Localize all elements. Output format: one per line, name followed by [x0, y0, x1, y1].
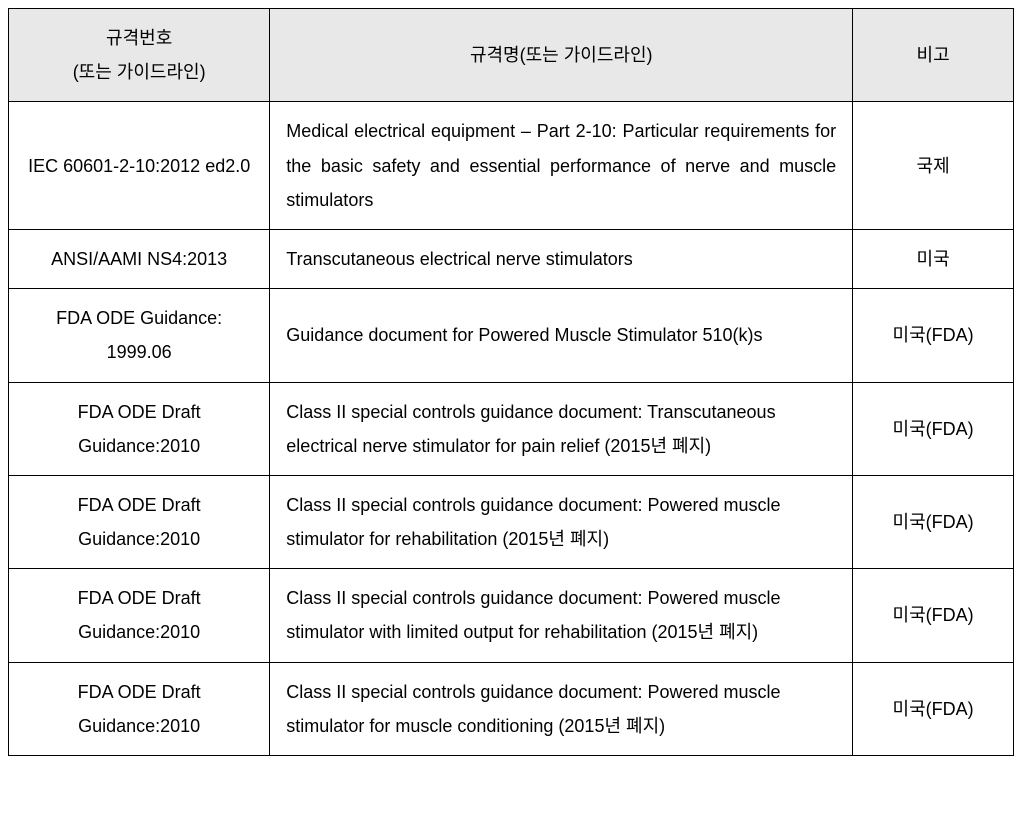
header-standard-title: 규격명(또는 가이드라인)	[270, 9, 853, 102]
table-row: FDA ODE Guidance: 1999.06Guidance docume…	[9, 289, 1014, 382]
cell-note: 미국	[853, 229, 1014, 288]
cell-standard-title: Class II special controls guidance docum…	[270, 382, 853, 475]
cell-note: 국제	[853, 102, 1014, 230]
header-standard-number: 규격번호 (또는 가이드라인)	[9, 9, 270, 102]
table-row: ANSI/AAMI NS4:2013Transcutaneous electri…	[9, 229, 1014, 288]
cell-note: 미국(FDA)	[853, 289, 1014, 382]
standards-table: 규격번호 (또는 가이드라인) 규격명(또는 가이드라인) 비고 IEC 606…	[8, 8, 1014, 756]
cell-note: 미국(FDA)	[853, 382, 1014, 475]
table-row: IEC 60601-2-10:2012 ed2.0Medical electri…	[9, 102, 1014, 230]
cell-standard-number: IEC 60601-2-10:2012 ed2.0	[9, 102, 270, 230]
table-body: IEC 60601-2-10:2012 ed2.0Medical electri…	[9, 102, 1014, 756]
cell-standard-title: Transcutaneous electrical nerve stimulat…	[270, 229, 853, 288]
header-col1-line2: (또는 가이드라인)	[73, 62, 206, 82]
cell-standard-number: FDA ODE Draft Guidance:2010	[9, 569, 270, 662]
cell-standard-number: FDA ODE Guidance: 1999.06	[9, 289, 270, 382]
cell-standard-title: Class II special controls guidance docum…	[270, 569, 853, 662]
header-col1-line1: 규격번호	[106, 28, 172, 48]
cell-standard-title: Medical electrical equipment – Part 2-10…	[270, 102, 853, 230]
cell-standard-number: FDA ODE Draft Guidance:2010	[9, 475, 270, 568]
cell-standard-number: FDA ODE Draft Guidance:2010	[9, 662, 270, 755]
table-row: FDA ODE Draft Guidance:2010Class II spec…	[9, 475, 1014, 568]
cell-standard-number: ANSI/AAMI NS4:2013	[9, 229, 270, 288]
header-note: 비고	[853, 9, 1014, 102]
cell-note: 미국(FDA)	[853, 475, 1014, 568]
cell-standard-title: Class II special controls guidance docum…	[270, 662, 853, 755]
cell-standard-number: FDA ODE Draft Guidance:2010	[9, 382, 270, 475]
cell-standard-title: Class II special controls guidance docum…	[270, 475, 853, 568]
cell-note: 미국(FDA)	[853, 662, 1014, 755]
table-row: FDA ODE Draft Guidance:2010Class II spec…	[9, 569, 1014, 662]
cell-note: 미국(FDA)	[853, 569, 1014, 662]
table-row: FDA ODE Draft Guidance:2010Class II spec…	[9, 382, 1014, 475]
table-header: 규격번호 (또는 가이드라인) 규격명(또는 가이드라인) 비고	[9, 9, 1014, 102]
header-row: 규격번호 (또는 가이드라인) 규격명(또는 가이드라인) 비고	[9, 9, 1014, 102]
table-row: FDA ODE Draft Guidance:2010Class II spec…	[9, 662, 1014, 755]
cell-standard-title: Guidance document for Powered Muscle Sti…	[270, 289, 853, 382]
